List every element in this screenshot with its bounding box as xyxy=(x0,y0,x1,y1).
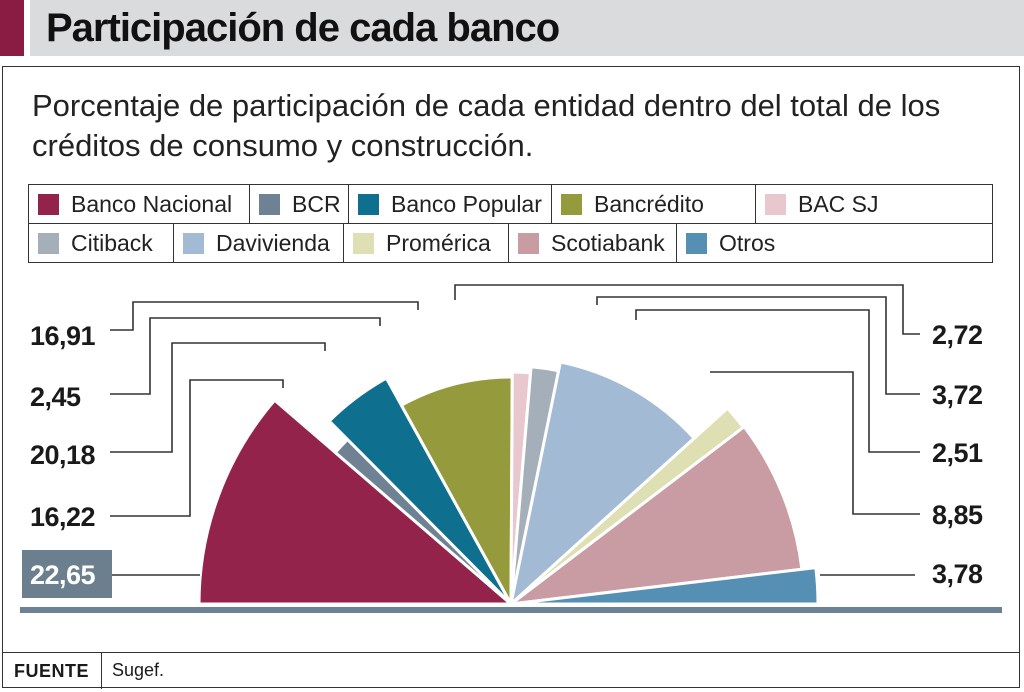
legend-row-2: Citiback Davivienda Promérica Scotiabank… xyxy=(29,223,992,262)
legend-label: BCR xyxy=(292,190,341,217)
legend-label: Banco Nacional xyxy=(71,190,233,217)
legend-label: Promérica xyxy=(386,229,491,256)
leader-line-left-1 xyxy=(110,301,419,331)
legend-item: Promérica xyxy=(344,224,509,262)
legend-label: Banco Popular xyxy=(391,190,542,217)
highlight-box xyxy=(22,550,112,598)
leader-line-left-4 xyxy=(110,379,284,517)
legend-swatch xyxy=(518,232,539,254)
leader-line-left-2 xyxy=(110,317,381,395)
page-title: Participación de cada banco xyxy=(46,6,560,50)
chart-subtitle: Porcentaje de participación de cada enti… xyxy=(32,88,941,163)
title-band: Participación de cada banco xyxy=(30,0,1024,56)
legend-swatch xyxy=(358,193,379,215)
legend: Banco Nacional BCR Banco Popular Bancréd… xyxy=(28,184,993,263)
legend-label: Davivienda xyxy=(216,229,330,256)
legend-swatch xyxy=(38,232,59,254)
legend-row-1: Banco Nacional BCR Banco Popular Bancréd… xyxy=(29,185,992,223)
pie-slice-3 xyxy=(327,376,513,606)
legend-item: Banco Nacional xyxy=(29,185,250,223)
data-label-left: 22,65 xyxy=(30,560,96,590)
leader-line-right-2 xyxy=(596,296,920,395)
legend-swatch xyxy=(183,232,204,254)
legend-swatch xyxy=(38,193,59,215)
leader-line-left-3 xyxy=(110,342,326,453)
legend-label: Bancrédito xyxy=(594,190,704,217)
data-label-left: 16,22 xyxy=(30,502,95,532)
legend-label: BAC SJ xyxy=(798,190,879,217)
legend-item: BCR xyxy=(250,185,349,223)
accent-bar xyxy=(0,0,24,56)
legend-item: Scotiabank xyxy=(509,224,677,262)
footer: FUENTE Sugef. xyxy=(2,652,1020,689)
data-label-right: 2,72 xyxy=(932,320,983,350)
pie-slice-10 xyxy=(509,566,820,606)
pie-slice-9 xyxy=(509,425,804,606)
legend-item: Citiback xyxy=(29,224,174,262)
legend-label: Citiback xyxy=(71,229,153,256)
legend-item: Banco Popular xyxy=(349,185,552,223)
baseline-bar xyxy=(20,607,1002,613)
pie-slice-7 xyxy=(509,360,696,606)
legend-item: Davivienda xyxy=(174,224,344,262)
legend-swatch xyxy=(686,232,707,254)
source-label: FUENTE xyxy=(2,652,102,689)
data-label-left: 16,91 xyxy=(30,321,96,351)
source-text: Sugef. xyxy=(112,660,165,680)
data-label-right: 2,51 xyxy=(932,438,983,468)
legend-label: Otros xyxy=(719,229,776,256)
data-label-left: 20,18 xyxy=(30,440,96,470)
pie-slice-1 xyxy=(197,398,513,606)
leader-line-right-3 xyxy=(635,309,920,453)
legend-swatch xyxy=(259,193,280,215)
data-label-right: 8,85 xyxy=(932,500,983,530)
legend-item: BAC SJ xyxy=(756,185,992,223)
legend-swatch xyxy=(765,193,786,215)
leader-line-right-1 xyxy=(454,284,920,335)
data-label-left: 2,45 xyxy=(30,382,81,412)
half-pie-chart: 16,91 2,45 20,18 16,22 22,65 2,72 3,72 2,51 8,85… xyxy=(20,284,1002,613)
legend-item: Bancrédito xyxy=(552,185,756,223)
chart-frame xyxy=(2,66,1020,688)
legend-swatch xyxy=(353,232,374,254)
pie-slice-4 xyxy=(399,375,514,606)
legend-item: Otros xyxy=(677,224,992,262)
data-label-right: 3,72 xyxy=(932,380,983,410)
data-label-right: 3,78 xyxy=(932,559,983,589)
legend-label: Scotiabank xyxy=(551,229,665,256)
leader-line-right-4 xyxy=(710,371,920,515)
legend-swatch xyxy=(561,193,582,215)
